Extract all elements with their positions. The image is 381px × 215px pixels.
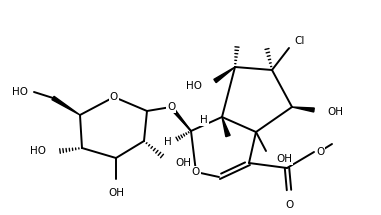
Text: O: O (316, 147, 324, 157)
Text: OH: OH (175, 158, 191, 168)
Text: OH: OH (108, 188, 124, 198)
Polygon shape (52, 96, 80, 115)
Text: H: H (164, 137, 172, 147)
Text: Cl: Cl (294, 36, 304, 46)
Text: O: O (285, 200, 293, 210)
Polygon shape (170, 106, 191, 131)
Text: HO: HO (12, 87, 28, 97)
Text: H: H (200, 115, 208, 125)
Polygon shape (222, 117, 230, 137)
Text: OH: OH (327, 107, 343, 117)
Text: O: O (192, 167, 200, 177)
Polygon shape (214, 67, 235, 83)
Text: HO: HO (30, 146, 46, 156)
Polygon shape (292, 107, 314, 112)
Text: O: O (167, 102, 175, 112)
Text: OH: OH (276, 154, 292, 164)
Text: HO: HO (186, 81, 202, 91)
Text: O: O (110, 92, 118, 102)
